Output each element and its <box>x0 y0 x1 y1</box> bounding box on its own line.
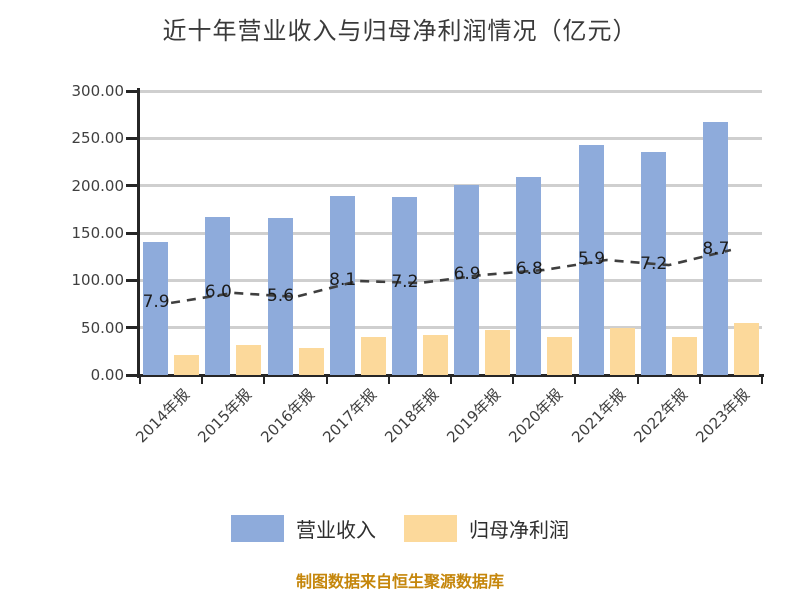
y-axis-tick <box>126 278 138 282</box>
legend-label: 归母净利润 <box>469 518 569 542</box>
y-axis-tick <box>126 184 138 188</box>
profit-bar-2022年报 <box>671 337 697 375</box>
x-axis-tick <box>512 377 515 384</box>
x-axis-tick <box>450 377 452 384</box>
legend-item: 归母净利润 <box>404 514 569 543</box>
profit-bar-2023年报 <box>733 322 759 375</box>
profit-bar-2015年报 <box>236 344 262 375</box>
y-axis-tick-label: 50.00 <box>81 318 124 337</box>
profit-bar-2020年报 <box>547 337 573 375</box>
line-data-label: 6.8 <box>515 258 543 279</box>
profit-bar-2017年报 <box>360 337 386 375</box>
plot-area: 7.9 6.0 5.6 8.1 7.2 6.9 6.8 5.9 7.2 8.7 <box>140 89 762 375</box>
line-data-label: 8.1 <box>329 269 357 290</box>
line-data-label: 5.9 <box>577 248 606 269</box>
x-axis-tick <box>636 377 639 384</box>
legend: 营业收入 归母净利润 <box>0 514 800 543</box>
profit-bar-2014年报 <box>174 355 200 375</box>
x-axis-tick <box>325 377 328 384</box>
x-axis-line <box>137 374 764 377</box>
legend-item: 营业收入 <box>231 514 376 543</box>
line-data-label: 6.9 <box>453 264 481 285</box>
y-axis-tick-label: 200.00 <box>71 176 125 195</box>
trend-line <box>170 248 732 305</box>
y-axis-tick-label: 250.00 <box>71 129 125 148</box>
gridline <box>140 89 762 93</box>
y-axis-tick-label: 100.00 <box>71 271 125 290</box>
y-axis-tick <box>126 326 138 330</box>
y-axis-tick <box>126 136 138 140</box>
chart-title: 近十年营业收入与归母净利润情况（亿元） <box>162 17 638 45</box>
x-axis-tick <box>761 377 763 384</box>
revenue-bar-2020年报 <box>516 177 542 375</box>
y-axis-tick-label: 300.00 <box>71 82 125 100</box>
line-data-label: 6.0 <box>204 281 232 302</box>
y-axis-line <box>137 88 140 378</box>
profit-bar-2021年报 <box>609 327 635 375</box>
x-axis-tick <box>201 377 204 384</box>
x-axis-tick <box>387 377 390 384</box>
profit-bar-2018年报 <box>422 335 448 375</box>
y-axis-tick-label: 0.00 <box>90 366 124 384</box>
profit-bar-2016年报 <box>298 347 324 375</box>
legend-swatch-icon <box>231 515 284 542</box>
x-axis-tick <box>139 377 141 384</box>
legend-swatch-icon <box>404 515 457 542</box>
revenue-bar-2014年报 <box>143 242 169 375</box>
x-axis-tick <box>698 377 701 384</box>
revenue-bar-2017年报 <box>329 196 355 375</box>
line-data-label: 8.7 <box>702 239 730 260</box>
gridline <box>140 136 762 140</box>
x-axis-tick <box>574 377 577 384</box>
line-data-label: 5.6 <box>266 285 295 306</box>
legend-label: 营业收入 <box>296 518 376 542</box>
revenue-bar-2019年报 <box>454 184 480 375</box>
gridline <box>140 278 762 282</box>
source-note: 制图数据来自恒生聚源数据库 <box>295 572 504 591</box>
line-data-label: 7.9 <box>142 291 170 312</box>
line-data-label: 7.2 <box>391 271 419 292</box>
profit-bar-2019年报 <box>485 329 511 375</box>
line-data-label: 7.2 <box>640 254 668 275</box>
y-axis-tick <box>126 373 138 377</box>
revenue-bar-2018年报 <box>391 197 417 375</box>
x-axis-tick <box>263 377 266 384</box>
gridline <box>140 231 762 235</box>
gridline <box>140 184 762 188</box>
y-axis-tick <box>126 89 138 93</box>
y-axis-tick <box>126 231 138 235</box>
gridline <box>140 326 762 330</box>
revenue-bar-2023年报 <box>702 122 728 375</box>
y-axis-tick-label: 150.00 <box>71 224 125 242</box>
